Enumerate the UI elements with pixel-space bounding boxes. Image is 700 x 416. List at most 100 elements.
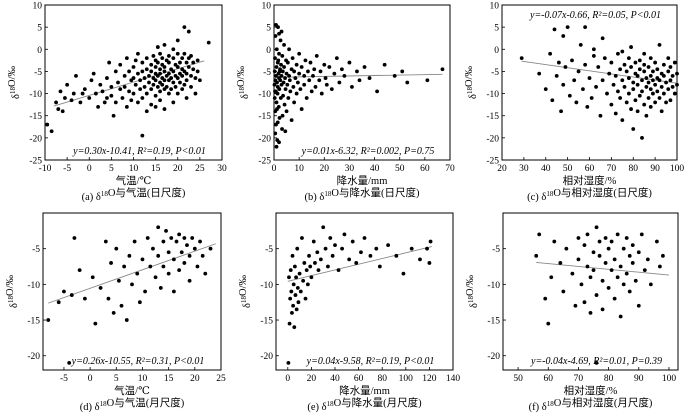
data-point	[624, 271, 629, 276]
y-tick-label: 5	[494, 24, 499, 34]
data-point	[306, 69, 310, 74]
data-point	[280, 127, 284, 131]
data-point	[171, 257, 176, 262]
data-point	[342, 73, 347, 78]
data-point	[71, 91, 76, 96]
data-point	[137, 300, 142, 305]
data-point	[56, 300, 61, 305]
y-tick-label: 10	[490, 2, 500, 12]
data-point	[272, 69, 277, 74]
data-point	[578, 42, 583, 47]
data-point	[127, 89, 131, 94]
data-point	[285, 82, 290, 87]
data-point	[367, 76, 372, 80]
data-point	[182, 25, 187, 30]
data-point	[308, 60, 313, 65]
data-point	[305, 282, 310, 287]
data-point	[330, 253, 335, 258]
data-point	[187, 278, 192, 283]
data-point	[127, 69, 131, 74]
plot-frame-4	[42, 212, 222, 371]
data-point	[675, 71, 679, 76]
data-point	[288, 268, 293, 272]
data-point	[107, 60, 112, 65]
panel-caption: (d) δ18O与气温(月尺度)	[80, 396, 185, 413]
x-tick-label: 20	[320, 164, 330, 174]
data-point	[124, 318, 129, 322]
data-point	[594, 85, 598, 89]
regression-equation: y=-0.04x-4.69, R²=0.01, P=0.39	[530, 356, 662, 367]
data-point	[155, 85, 160, 89]
y-tick-label: -20	[258, 134, 271, 144]
data-point	[151, 246, 155, 251]
data-point	[167, 71, 171, 76]
data-point	[622, 62, 627, 67]
data-point	[297, 51, 302, 56]
data-point	[136, 51, 140, 56]
y-tick-label: -10	[486, 90, 499, 100]
data-point	[561, 82, 566, 87]
data-point	[666, 87, 671, 92]
data-point	[182, 261, 187, 265]
data-point	[294, 275, 298, 280]
data-point	[195, 264, 200, 269]
y-tick-label: -5	[491, 68, 499, 78]
data-point	[606, 246, 611, 251]
data-point	[635, 82, 640, 87]
panel-caption: (f) δ18O与相对湿度(月尺度)	[529, 396, 653, 413]
data-point	[572, 78, 577, 83]
data-point	[140, 257, 145, 262]
x-tick-label: 50	[513, 374, 523, 384]
data-point	[140, 96, 145, 100]
x-tick-label: 15	[151, 164, 161, 174]
data-point	[591, 268, 596, 272]
x-tick-label: 0	[272, 164, 277, 174]
data-point	[655, 89, 660, 94]
y-tick-label: -5	[34, 68, 42, 78]
x-tick-label: 15	[164, 374, 174, 384]
data-point	[287, 321, 292, 326]
data-point	[519, 56, 524, 61]
data-point	[175, 38, 180, 43]
data-point	[585, 232, 590, 237]
data-point	[114, 246, 119, 251]
data-point	[651, 78, 655, 83]
data-point	[281, 93, 285, 98]
data-point	[327, 65, 332, 69]
data-point	[321, 225, 326, 230]
data-point	[193, 91, 198, 96]
data-point	[153, 104, 158, 109]
data-point	[111, 113, 116, 118]
data-point	[664, 80, 668, 85]
data-point	[142, 76, 147, 80]
y-axis-label: δ18O/‰	[7, 66, 22, 99]
data-point	[672, 60, 677, 65]
data-point	[197, 78, 202, 83]
data-point	[659, 109, 664, 114]
data-point	[587, 76, 592, 80]
data-point	[629, 65, 633, 69]
data-point	[546, 321, 551, 326]
data-point	[278, 38, 283, 43]
data-point	[277, 51, 281, 56]
data-point	[74, 73, 78, 78]
data-point	[635, 109, 640, 114]
x-tick-label: 10	[138, 374, 148, 384]
data-point	[147, 73, 151, 78]
y-tick-label: 10	[262, 2, 272, 12]
data-point	[177, 232, 182, 237]
data-point	[609, 60, 614, 65]
data-point	[573, 303, 578, 308]
y-tick-label: -10	[258, 90, 271, 100]
data-point	[133, 58, 138, 63]
data-point	[644, 113, 649, 118]
data-point	[377, 264, 382, 269]
data-point	[162, 78, 167, 83]
data-point	[275, 80, 279, 85]
data-point	[600, 78, 605, 83]
data-point	[91, 71, 96, 76]
data-point	[621, 282, 626, 287]
data-point	[109, 261, 113, 265]
data-point	[62, 289, 66, 294]
data-point	[313, 261, 317, 265]
